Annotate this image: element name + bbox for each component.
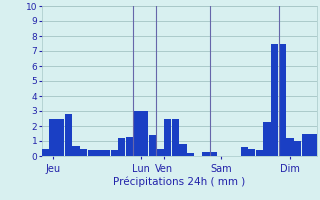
Bar bbox=[172, 118, 179, 156]
Bar bbox=[279, 44, 286, 156]
Bar bbox=[256, 150, 263, 156]
Bar bbox=[156, 148, 164, 156]
Bar bbox=[286, 138, 294, 156]
Bar bbox=[180, 144, 187, 156]
Bar bbox=[309, 134, 316, 156]
Bar bbox=[133, 111, 141, 156]
Bar bbox=[149, 135, 156, 156]
Bar bbox=[241, 147, 248, 156]
Bar bbox=[42, 148, 49, 156]
Bar bbox=[72, 146, 80, 156]
Bar bbox=[88, 150, 95, 156]
Bar bbox=[302, 134, 309, 156]
Bar bbox=[263, 121, 271, 156]
Bar bbox=[294, 141, 301, 156]
Bar bbox=[49, 118, 57, 156]
Bar bbox=[57, 118, 64, 156]
Bar bbox=[164, 118, 172, 156]
Bar bbox=[210, 152, 217, 156]
Bar bbox=[111, 150, 118, 156]
Bar bbox=[126, 137, 133, 156]
Bar bbox=[141, 111, 148, 156]
Bar bbox=[95, 150, 103, 156]
Bar bbox=[248, 148, 255, 156]
Bar bbox=[202, 152, 210, 156]
Bar bbox=[65, 114, 72, 156]
Bar bbox=[271, 44, 278, 156]
Bar bbox=[118, 138, 125, 156]
Bar bbox=[80, 148, 87, 156]
X-axis label: Précipitations 24h ( mm ): Précipitations 24h ( mm ) bbox=[113, 176, 245, 187]
Bar bbox=[103, 150, 110, 156]
Bar bbox=[187, 153, 194, 156]
